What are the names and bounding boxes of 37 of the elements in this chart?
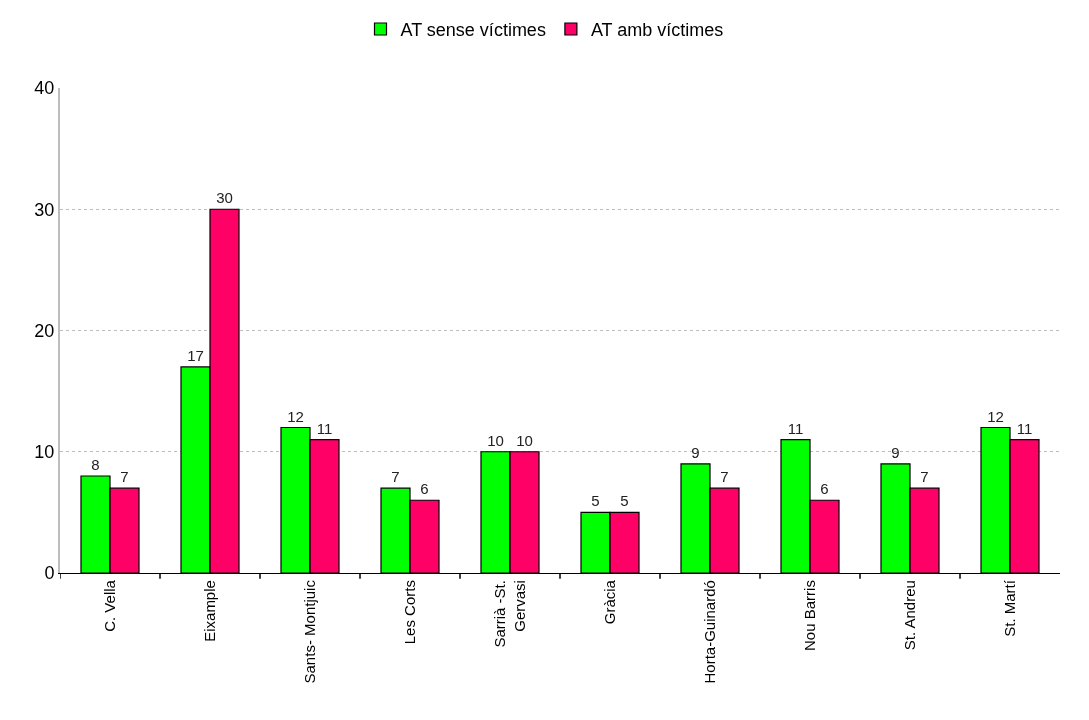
y-tick-label: 20	[34, 320, 55, 341]
data-label: 7	[120, 468, 129, 486]
x-tick-label: Gràcia	[600, 579, 618, 625]
data-label: 30	[216, 189, 233, 207]
data-label: 5	[591, 492, 600, 510]
data-label: 11	[1016, 419, 1033, 437]
x-tick-label: Les Corts	[400, 580, 418, 645]
data-label: 9	[691, 443, 700, 461]
data-label: 17	[187, 346, 204, 364]
data-label: 8	[91, 456, 100, 473]
x-tick-label: St. Martí	[1000, 579, 1018, 637]
x-tick-label: St. Andreu	[900, 580, 918, 651]
data-label: 7	[720, 468, 729, 486]
data-label: 5	[620, 492, 629, 510]
data-label: 6	[420, 480, 429, 498]
x-tick-label: Nou Barris	[800, 580, 818, 651]
data-label: 11	[316, 419, 333, 437]
data-label: 9	[891, 443, 900, 461]
y-tick-label: 0	[44, 563, 55, 584]
data-label: 12	[987, 407, 1004, 425]
x-tick-label: Eixample	[200, 580, 218, 642]
data-label: 11	[787, 419, 804, 437]
data-label: 7	[391, 468, 400, 486]
y-tick-label: 10	[34, 442, 55, 463]
x-tick-label: Sants- Montjuic	[300, 579, 318, 684]
data-label: 12	[287, 407, 304, 425]
legend-label: AT amb víctimes	[590, 20, 724, 41]
data-label: 10	[516, 431, 533, 449]
x-tick-label: C. Vella	[100, 579, 118, 632]
y-tick-label: 40	[34, 78, 55, 99]
data-label: 6	[820, 480, 829, 498]
x-tick-label: Horta-Guinardó	[700, 580, 718, 684]
x-tick-label: Sarrià -St. Gervasi	[491, 580, 528, 648]
y-tick-label: 30	[34, 199, 55, 220]
data-label: 7	[920, 468, 929, 486]
data-label: 10	[487, 431, 504, 449]
legend-label: AT sense víctimes	[400, 20, 546, 41]
